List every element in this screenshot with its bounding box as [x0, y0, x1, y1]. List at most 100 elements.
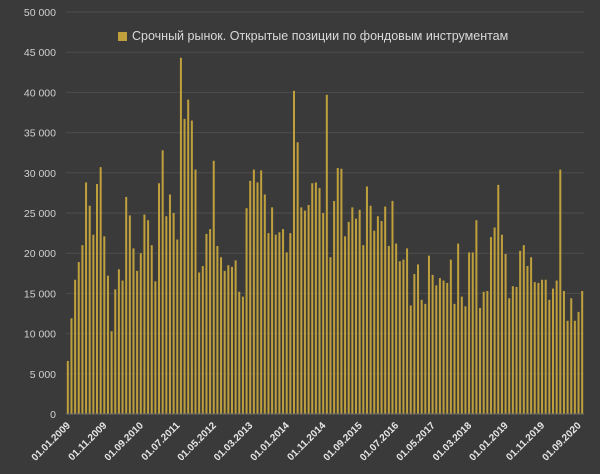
bar [194, 169, 197, 414]
bar [311, 183, 314, 414]
bar [544, 279, 547, 414]
bar [81, 245, 84, 414]
bar [300, 207, 303, 414]
bar [220, 257, 223, 414]
bar [179, 57, 182, 414]
bar [376, 216, 379, 414]
bar [285, 252, 288, 414]
bar [566, 320, 569, 414]
x-tick-label: 01.09.2020 [540, 420, 583, 463]
bar [420, 299, 423, 414]
legend: Срочный рынок. Открытые позиции по фондо… [118, 29, 508, 43]
bar [241, 296, 244, 414]
bar [541, 279, 544, 414]
y-tick-label: 15 000 [24, 288, 56, 300]
bar [176, 239, 179, 414]
bar [489, 237, 492, 414]
bar [99, 167, 102, 414]
bar [384, 206, 387, 414]
bar [417, 264, 420, 414]
bar [468, 252, 471, 414]
legend-label: Срочный рынок. Открытые позиции по фондо… [132, 29, 509, 43]
bar [351, 207, 354, 414]
bar [136, 270, 139, 414]
bar [406, 248, 409, 414]
bar [336, 167, 339, 414]
bar [245, 208, 248, 414]
bar [158, 183, 161, 414]
bar [391, 200, 394, 414]
bar [438, 278, 441, 414]
bar [358, 209, 361, 414]
bar [209, 229, 212, 414]
bar [551, 288, 554, 414]
bar [395, 243, 398, 414]
bar [380, 221, 383, 414]
bar [344, 236, 347, 414]
bar [493, 227, 496, 414]
bar [555, 280, 558, 414]
bar [66, 360, 69, 414]
bar [398, 261, 401, 414]
bar [446, 282, 449, 414]
bar [289, 233, 292, 414]
bar [205, 233, 208, 414]
bar [387, 245, 390, 414]
bar [117, 269, 120, 414]
bar [482, 291, 485, 414]
bar [559, 169, 562, 414]
bar [70, 318, 73, 414]
x-tick-label: 01.01.2014 [249, 420, 292, 463]
bar [121, 280, 124, 414]
bar [74, 279, 77, 414]
bar [511, 286, 514, 414]
x-tick-label: 01.09.2010 [103, 420, 146, 463]
bar [303, 210, 306, 414]
y-tick-label: 40 000 [24, 87, 56, 99]
bar [409, 305, 412, 414]
bar [373, 230, 376, 414]
y-tick-label: 35 000 [24, 128, 56, 140]
bar [96, 184, 99, 414]
bar [114, 289, 117, 414]
bar [570, 298, 573, 414]
x-tick-label: 01.01.2019 [468, 420, 511, 463]
x-axis-ticks: 01.01.200901.11.200901.09.201001.07.2011… [30, 420, 584, 463]
bar [212, 160, 215, 414]
bar [128, 215, 131, 414]
bar [267, 233, 270, 414]
bar [132, 248, 135, 414]
bar [497, 184, 500, 414]
bar [260, 170, 263, 414]
bar [500, 234, 503, 414]
bar [508, 298, 511, 414]
bar [77, 262, 80, 414]
bar [519, 250, 522, 414]
bar [88, 205, 91, 414]
bar [238, 291, 241, 414]
y-tick-label: 50 000 [24, 7, 56, 19]
bar [106, 275, 109, 414]
bar [263, 194, 266, 414]
bar [515, 286, 518, 414]
bar [533, 282, 536, 414]
bar [581, 290, 584, 414]
bar [435, 285, 438, 414]
bar [530, 257, 533, 414]
bar [362, 245, 365, 414]
bar [537, 282, 540, 414]
y-tick-label: 25 000 [24, 208, 56, 220]
bar [125, 196, 128, 414]
legend-swatch [118, 31, 127, 41]
y-tick-label: 45 000 [24, 47, 56, 59]
bar [230, 266, 233, 414]
bar [271, 207, 274, 414]
y-tick-label: 10 000 [24, 329, 56, 341]
bar [274, 234, 277, 414]
y-tick-label: 30 000 [24, 168, 56, 180]
bar [355, 218, 358, 414]
bar [340, 168, 343, 414]
bar [562, 290, 565, 414]
